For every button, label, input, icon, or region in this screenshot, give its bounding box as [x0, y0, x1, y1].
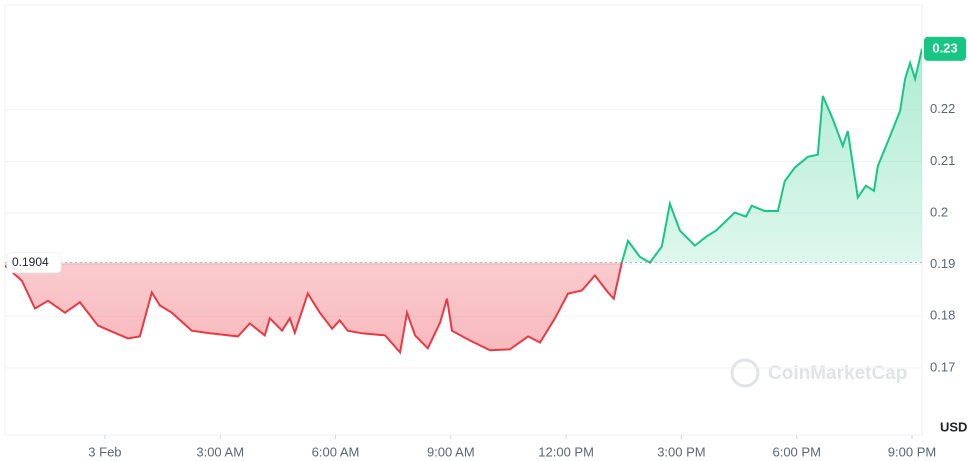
x-tick-label: 3:00 AM	[196, 444, 244, 459]
x-tick-label: 9:00 PM	[888, 444, 936, 459]
y-tick-label: 0.21	[930, 153, 955, 168]
last-price-label: 0.23	[932, 40, 957, 55]
x-tick-label: 6:00 AM	[312, 444, 360, 459]
y-tick-label: 0.2	[930, 204, 948, 219]
watermark-text: CoinMarketCap	[768, 363, 907, 384]
y-tick-label: 0.22	[930, 101, 955, 116]
price-line-up	[620, 48, 922, 263]
watermark: CoinMarketCap	[730, 358, 907, 388]
x-tick-label: 6:00 PM	[772, 444, 820, 459]
area-up	[5, 48, 922, 263]
area-down	[5, 262, 650, 353]
x-tick-label: 3 Feb	[88, 444, 121, 459]
y-unit: USD	[940, 419, 967, 434]
baseline-label-bg	[6, 252, 62, 274]
y-tick-label: 0.19	[930, 256, 955, 271]
last-price-bg	[924, 36, 966, 61]
x-tick-label: 3:00 PM	[657, 444, 705, 459]
watermark-icon	[730, 358, 760, 388]
x-tick-label: 9:00 AM	[427, 444, 475, 459]
y-tick-label: 0.17	[930, 359, 955, 374]
price-line-down	[5, 262, 652, 355]
x-tick-label: 12:00 PM	[538, 444, 594, 459]
y-tick-label: 0.18	[930, 308, 955, 323]
baseline-label: 0.1904	[12, 255, 49, 269]
